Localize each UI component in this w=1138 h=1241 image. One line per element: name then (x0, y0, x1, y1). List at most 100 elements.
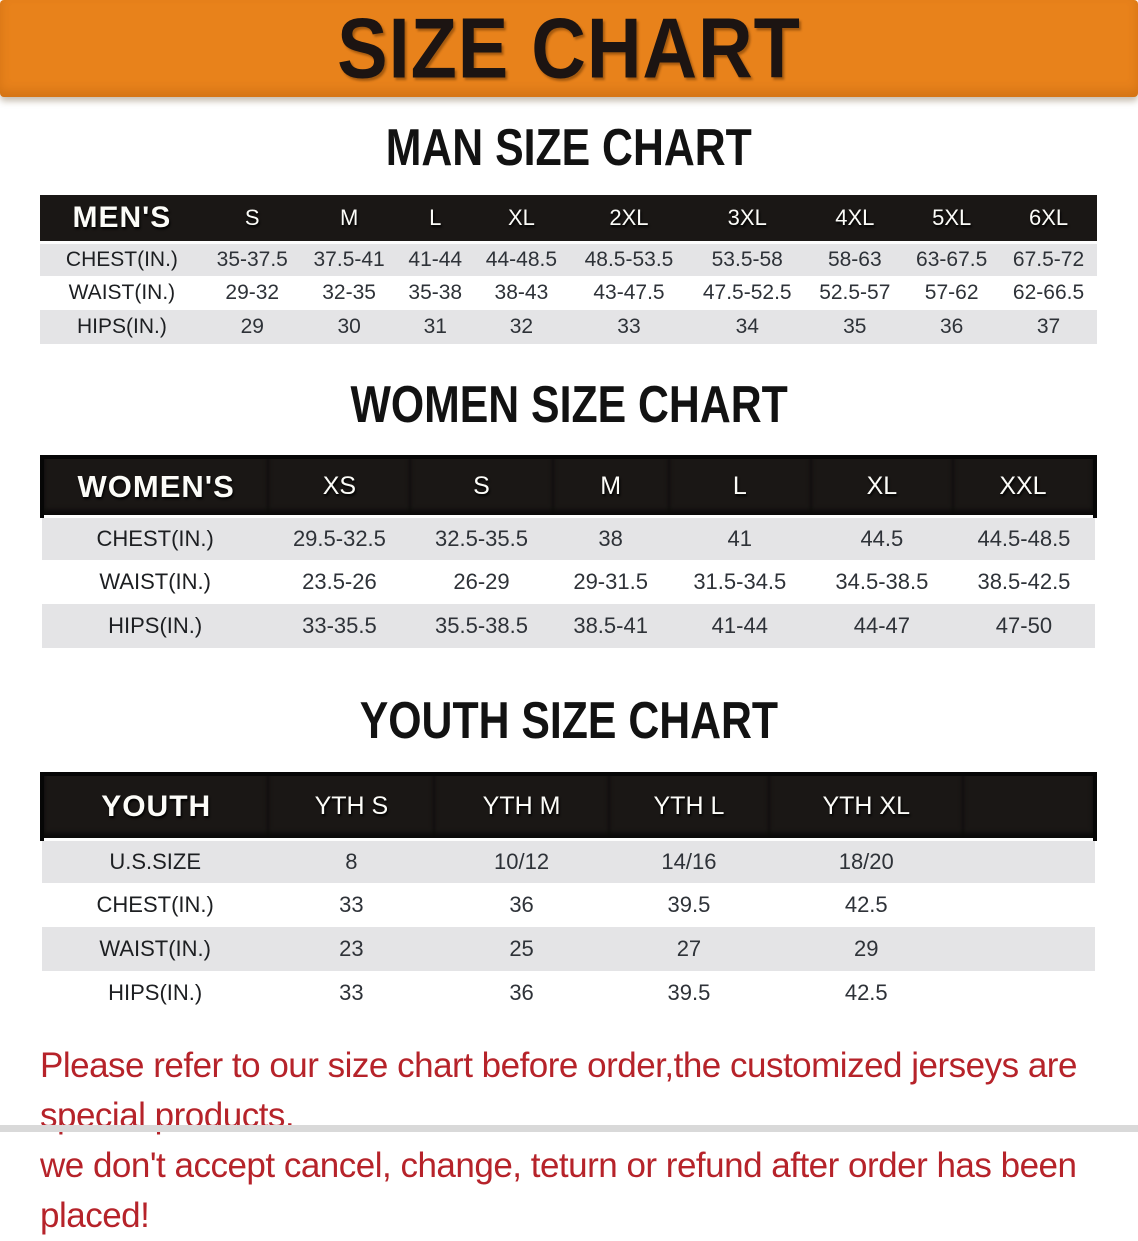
size-chart-banner: SIZE CHART (0, 0, 1138, 97)
measurement-value-cell: 29.5-32.5 (268, 516, 411, 560)
measurement-value-cell: 44.5-48.5 (952, 516, 1095, 560)
row-filler-cell (963, 927, 1095, 971)
measurement-value-cell: 36 (434, 883, 609, 927)
table-header-label: MEN'S (40, 195, 204, 244)
row-label-cell: CHEST(IN.) (40, 242, 204, 276)
measurement-value-cell: 33 (268, 971, 435, 1015)
row-filler-cell (963, 883, 1095, 927)
men-size-table-wrap: MEN'S S M L XL 2XL 3XL 4XL 5XL 6XL CHEST(IN.) 35-3… (40, 195, 1097, 344)
row-label-cell: HIPS(IN.) (42, 971, 269, 1015)
men-size-header-row: MEN'S S M L XL 2XL 3XL 4XL 5XL 6XL (40, 195, 1097, 244)
measurement-value-cell: 34.5-38.5 (810, 560, 953, 604)
row-label-cell: WAIST(IN.) (40, 276, 204, 310)
size-header-cell: 4XL (806, 195, 904, 244)
row-filler-cell (963, 839, 1095, 883)
row-label-cell: WAIST(IN.) (42, 927, 269, 971)
size-header-cell: M (300, 195, 398, 244)
measurement-value-cell: 29 (203, 310, 301, 344)
measurement-value-cell: 33 (569, 310, 689, 344)
measurement-value-cell: 67.5-72 (1000, 242, 1097, 276)
order-disclaimer: Please refer to our size chart before or… (40, 1041, 1118, 1241)
measurement-value-cell: 42.5 (769, 971, 964, 1015)
measurement-value-cell: 38 (552, 516, 669, 560)
measurement-value-cell: 41 (668, 516, 811, 560)
measurement-value-cell: 35-38 (397, 276, 473, 310)
size-header-cell: 5XL (903, 195, 1001, 244)
size-header-cell: L (668, 455, 811, 518)
measurement-value-cell: 27 (608, 927, 770, 971)
measurement-value-cell: 36 (434, 971, 609, 1015)
measurement-row: WAIST(IN.) 29-32 32-35 35-38 38-43 43-47.5 47.… (40, 276, 1097, 310)
row-label-cell: CHEST(IN.) (42, 883, 269, 927)
measurement-row: HIPS(IN.) 33 36 39.5 42.5 (42, 971, 1095, 1015)
measurement-value-cell: 34 (688, 310, 807, 344)
size-header-cell: YTH L (608, 772, 770, 841)
size-header-cell: S (203, 195, 301, 244)
women-size-header-row: WOMEN'S XS S M L XL XXL (39, 455, 1098, 518)
size-header-cell: M (552, 455, 669, 518)
size-header-cell: XXL (952, 455, 1098, 518)
measurement-value-cell: 44-48.5 (472, 242, 570, 276)
measurement-value-cell: 44-47 (810, 604, 953, 648)
measurement-value-cell: 63-67.5 (903, 242, 1001, 276)
measurement-value-cell: 36 (903, 310, 1001, 344)
youth-size-table-wrap: YOUTH YTH S YTH M YTH L YTH XL U.S.SIZE 8 10/1… (39, 772, 1097, 1015)
measurement-value-cell: 52.5-57 (806, 276, 904, 310)
bottom-edge-strip (0, 1125, 1138, 1132)
measurement-value-cell: 30 (300, 310, 398, 344)
measurement-value-cell: 44.5 (810, 516, 953, 560)
women-size-table: WOMEN'S XS S M L XL XXL CHEST(IN.) 29.5-32.5 32.… (39, 455, 1098, 648)
disclaimer-line-2: we don't accept cancel, change, teturn o… (40, 1146, 1077, 1235)
youth-size-table: YOUTH YTH S YTH M YTH L YTH XL U.S.SIZE 8 10/1… (39, 772, 1097, 1015)
size-header-cell: L (397, 195, 473, 244)
row-filler-cell (963, 971, 1095, 1015)
measurement-value-cell: 41-44 (397, 242, 473, 276)
measurement-value-cell: 23.5-26 (268, 560, 411, 604)
size-header-cell: XL (472, 195, 570, 244)
youth-section-heading-text: YOUTH SIZE CHART (359, 690, 779, 750)
disclaimer-line-1: Please refer to our size chart before or… (40, 1046, 1077, 1135)
measurement-value-cell: 35 (806, 310, 904, 344)
row-label-cell: WAIST(IN.) (42, 560, 269, 604)
measurement-value-cell: 14/16 (608, 839, 770, 883)
measurement-row: WAIST(IN.) 23 25 27 29 (42, 927, 1095, 971)
youth-size-header-row: YOUTH YTH S YTH M YTH L YTH XL (39, 772, 1097, 841)
measurement-value-cell: 38.5-42.5 (952, 560, 1095, 604)
measurement-row: U.S.SIZE 8 10/12 14/16 18/20 (42, 839, 1095, 883)
measurement-value-cell: 26-29 (410, 560, 553, 604)
women-section-heading: WOMEN SIZE CHART (0, 377, 1138, 431)
measurement-value-cell: 8 (268, 839, 435, 883)
measurement-row: HIPS(IN.) 33-35.5 35.5-38.5 38.5-41 41-44 44-… (42, 604, 1095, 648)
measurement-row: HIPS(IN.) 29 30 31 32 33 34 35 36 37 (40, 310, 1097, 344)
measurement-value-cell: 58-63 (806, 242, 904, 276)
measurement-value-cell: 31.5-34.5 (668, 560, 811, 604)
measurement-value-cell: 57-62 (903, 276, 1001, 310)
measurement-value-cell: 37.5-41 (300, 242, 398, 276)
measurement-value-cell: 35.5-38.5 (410, 604, 553, 648)
size-header-cell: 3XL (688, 195, 807, 244)
measurement-value-cell: 41-44 (668, 604, 811, 648)
measurement-value-cell: 39.5 (608, 883, 770, 927)
measurement-value-cell: 33 (268, 883, 435, 927)
measurement-value-cell: 10/12 (434, 839, 609, 883)
measurement-value-cell: 32.5-35.5 (410, 516, 553, 560)
measurement-row: CHEST(IN.) 33 36 39.5 42.5 (42, 883, 1095, 927)
table-header-label: YOUTH (39, 772, 269, 841)
measurement-value-cell: 31 (397, 310, 473, 344)
measurement-value-cell: 37 (1000, 310, 1097, 344)
measurement-value-cell: 47-50 (952, 604, 1095, 648)
women-size-table-wrap: WOMEN'S XS S M L XL XXL CHEST(IN.) 29.5-32.5 32.… (39, 455, 1098, 648)
banner-title: SIZE CHART (337, 0, 801, 97)
measurement-value-cell: 62-66.5 (1000, 276, 1097, 310)
measurement-value-cell: 29-32 (203, 276, 301, 310)
row-label-cell: HIPS(IN.) (42, 604, 269, 648)
size-header-cell: YTH M (434, 772, 609, 841)
measurement-value-cell: 33-35.5 (268, 604, 411, 648)
row-label-cell: CHEST(IN.) (42, 516, 269, 560)
measurement-value-cell: 53.5-58 (688, 242, 807, 276)
measurement-value-cell: 47.5-52.5 (688, 276, 807, 310)
measurement-value-cell: 18/20 (769, 839, 964, 883)
measurement-value-cell: 39.5 (608, 971, 770, 1015)
row-label-cell: HIPS(IN.) (40, 310, 204, 344)
header-filler-cell (963, 772, 1097, 841)
